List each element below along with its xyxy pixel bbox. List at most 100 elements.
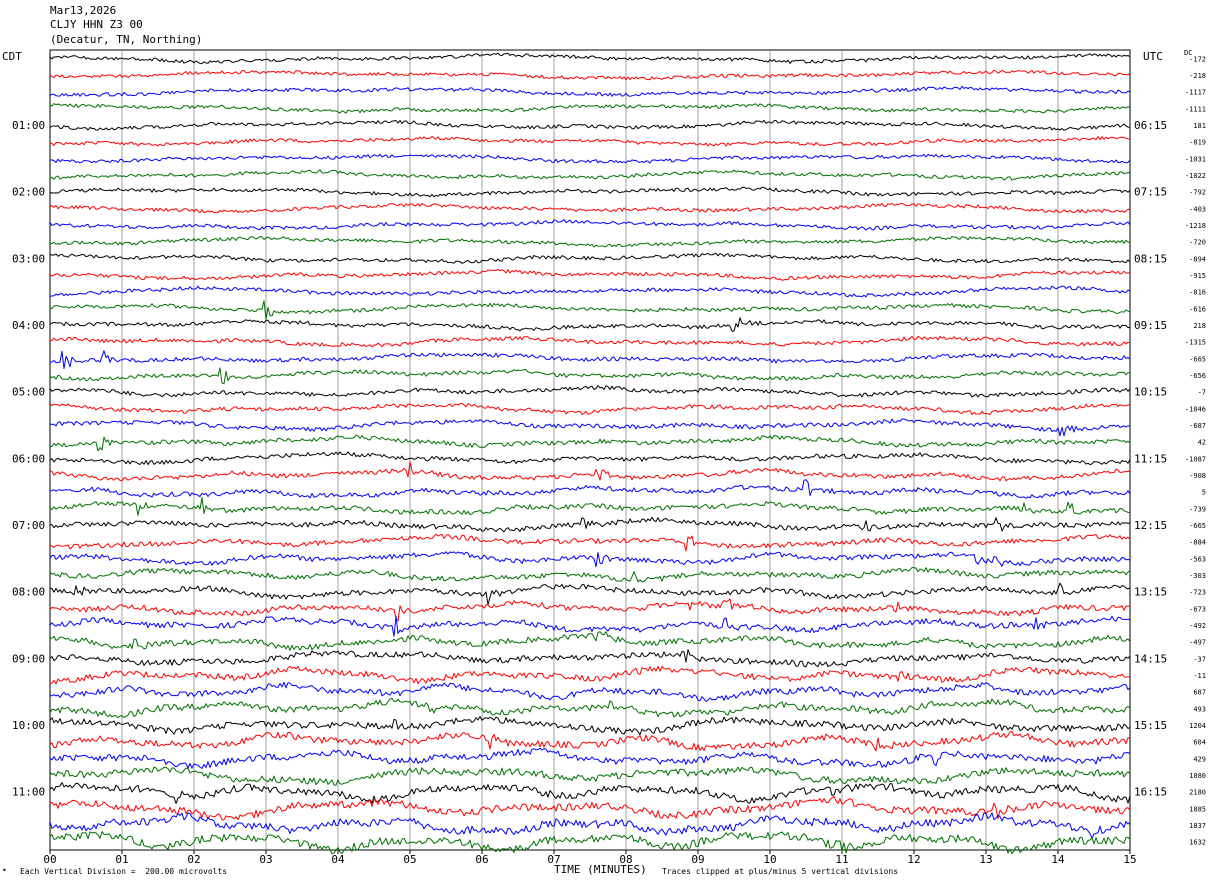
x-tick-label: 06 bbox=[475, 853, 488, 866]
left-time-label: 08:00 bbox=[12, 586, 45, 599]
vertical-scale-note: Each Vertical Division = 200.00 microvol… bbox=[20, 867, 228, 876]
dc-offset-label: -1022 bbox=[1185, 172, 1206, 180]
trace-line bbox=[49, 85, 1131, 97]
trace-line bbox=[49, 52, 1131, 65]
trace-line bbox=[49, 135, 1131, 147]
dc-offset-label: -816 bbox=[1189, 289, 1206, 297]
left-time-label: 02:00 bbox=[12, 186, 45, 199]
dc-offset-label: 1204 bbox=[1189, 722, 1206, 730]
left-time-label: 10:00 bbox=[12, 719, 45, 732]
dc-offset-label: -792 bbox=[1189, 189, 1206, 197]
dc-offset-label: -884 bbox=[1189, 539, 1206, 547]
right-time-label: 06:15 bbox=[1134, 119, 1167, 132]
dc-offset-label: -303 bbox=[1189, 572, 1206, 580]
dc-offset-label: 1080 bbox=[1189, 772, 1206, 780]
dc-offset-label: -894 bbox=[1189, 255, 1206, 263]
right-time-label: 09:15 bbox=[1134, 319, 1167, 332]
plot-date: Mar13,2026 bbox=[50, 4, 117, 17]
dc-offset-label: -403 bbox=[1189, 205, 1206, 213]
dc-offset-label: 218 bbox=[1193, 322, 1206, 330]
trace-line bbox=[49, 747, 1131, 769]
trace-line bbox=[49, 219, 1131, 231]
x-axis-title: TIME (MINUTES) bbox=[554, 863, 647, 876]
left-time-label: 06:00 bbox=[12, 452, 45, 465]
trace-line bbox=[50, 434, 1131, 452]
x-tick-label: 02 bbox=[187, 853, 200, 866]
trace-line bbox=[49, 649, 1131, 668]
trace-line bbox=[49, 202, 1131, 214]
trace-line bbox=[49, 598, 1131, 622]
trace-line bbox=[49, 731, 1131, 752]
trace-line bbox=[49, 385, 1131, 398]
trace-line bbox=[49, 461, 1131, 482]
right-time-label: 07:15 bbox=[1134, 186, 1167, 199]
trace-line bbox=[49, 582, 1131, 606]
dc-offset-label: 181 bbox=[1193, 122, 1206, 130]
station-code: CLJY HHN Z3 00 bbox=[50, 18, 143, 31]
left-time-label: 07:00 bbox=[12, 519, 45, 532]
left-time-label: 05:00 bbox=[12, 386, 45, 399]
left-time-label: 04:00 bbox=[12, 319, 45, 332]
dc-offset-label: 604 bbox=[1193, 739, 1206, 747]
dc-offset-label: -720 bbox=[1189, 239, 1206, 247]
trace-line bbox=[49, 103, 1131, 114]
dc-offset-label: -915 bbox=[1189, 272, 1206, 280]
dc-offset-label: -616 bbox=[1189, 305, 1206, 313]
x-tick-label: 08 bbox=[619, 853, 632, 866]
left-timezone-label: CDT bbox=[2, 50, 22, 63]
dc-offset-label: -908 bbox=[1189, 472, 1206, 480]
plot-frame bbox=[49, 49, 1131, 851]
x-tick-label: 07 bbox=[547, 853, 560, 866]
dc-offset-label: 429 bbox=[1193, 755, 1206, 763]
trace-line bbox=[49, 665, 1131, 685]
clip-note: Traces clipped at plus/minus 5 vertical … bbox=[662, 867, 899, 876]
dc-offset-label: -497 bbox=[1189, 639, 1206, 647]
x-tick-label: 12 bbox=[907, 853, 920, 866]
right-timezone-label: UTC bbox=[1143, 50, 1163, 63]
dc-offset-label: -1087 bbox=[1185, 455, 1206, 463]
x-tick-label: 15 bbox=[1123, 853, 1136, 866]
time-labels: 01:00 02:00 03:00 04:00 05:00 06:00 07:00 08:00… bbox=[12, 119, 1167, 799]
x-tick-label: 01 bbox=[115, 853, 128, 866]
trace-line bbox=[49, 236, 1131, 248]
trace-line bbox=[49, 615, 1131, 637]
trace-line bbox=[49, 451, 1131, 466]
dc-offset-label: -37 bbox=[1193, 655, 1206, 663]
trace-line bbox=[49, 317, 1131, 332]
trace-line bbox=[49, 697, 1131, 719]
dc-offset-label: 687 bbox=[1193, 689, 1206, 697]
corner-mark: • bbox=[2, 866, 7, 875]
dc-offset-label: -687 bbox=[1189, 422, 1206, 430]
x-tick-label: 00 bbox=[43, 853, 56, 866]
right-time-label: 13:15 bbox=[1134, 586, 1167, 599]
trace-line bbox=[49, 516, 1131, 533]
dc-offset-label: -1046 bbox=[1185, 405, 1206, 413]
trace-line bbox=[49, 812, 1131, 839]
dc-offset-label: -673 bbox=[1189, 605, 1206, 613]
trace-line bbox=[49, 831, 1131, 855]
left-time-label: 03:00 bbox=[12, 252, 45, 265]
dc-offset-label: 493 bbox=[1193, 705, 1206, 713]
dc-offset-label: -7 bbox=[1198, 389, 1206, 397]
dc-column-label: DC bbox=[1184, 49, 1193, 57]
trace-line bbox=[49, 69, 1131, 81]
trace-line bbox=[49, 496, 1131, 516]
left-time-label: 01:00 bbox=[12, 119, 45, 132]
dc-offset-label: -1117 bbox=[1185, 89, 1206, 97]
dc-offset-label: -739 bbox=[1189, 505, 1206, 513]
trace-line bbox=[49, 533, 1131, 552]
x-tick-label: 03 bbox=[259, 853, 272, 866]
trace-line bbox=[49, 402, 1131, 415]
right-time-label: 16:15 bbox=[1134, 786, 1167, 799]
right-time-label: 15:15 bbox=[1134, 719, 1167, 732]
trace-line bbox=[49, 766, 1131, 786]
dc-offset-label: -665 bbox=[1189, 355, 1206, 363]
x-tick-label: 11 bbox=[835, 853, 848, 866]
dc-offset-label: -1218 bbox=[1185, 222, 1206, 230]
dc-offset-label: -723 bbox=[1189, 589, 1206, 597]
trace-line bbox=[49, 285, 1131, 298]
trace-line bbox=[49, 335, 1131, 348]
trace-line bbox=[49, 782, 1131, 804]
dc-offset-label: 1837 bbox=[1189, 822, 1206, 830]
trace-line bbox=[49, 350, 1131, 370]
